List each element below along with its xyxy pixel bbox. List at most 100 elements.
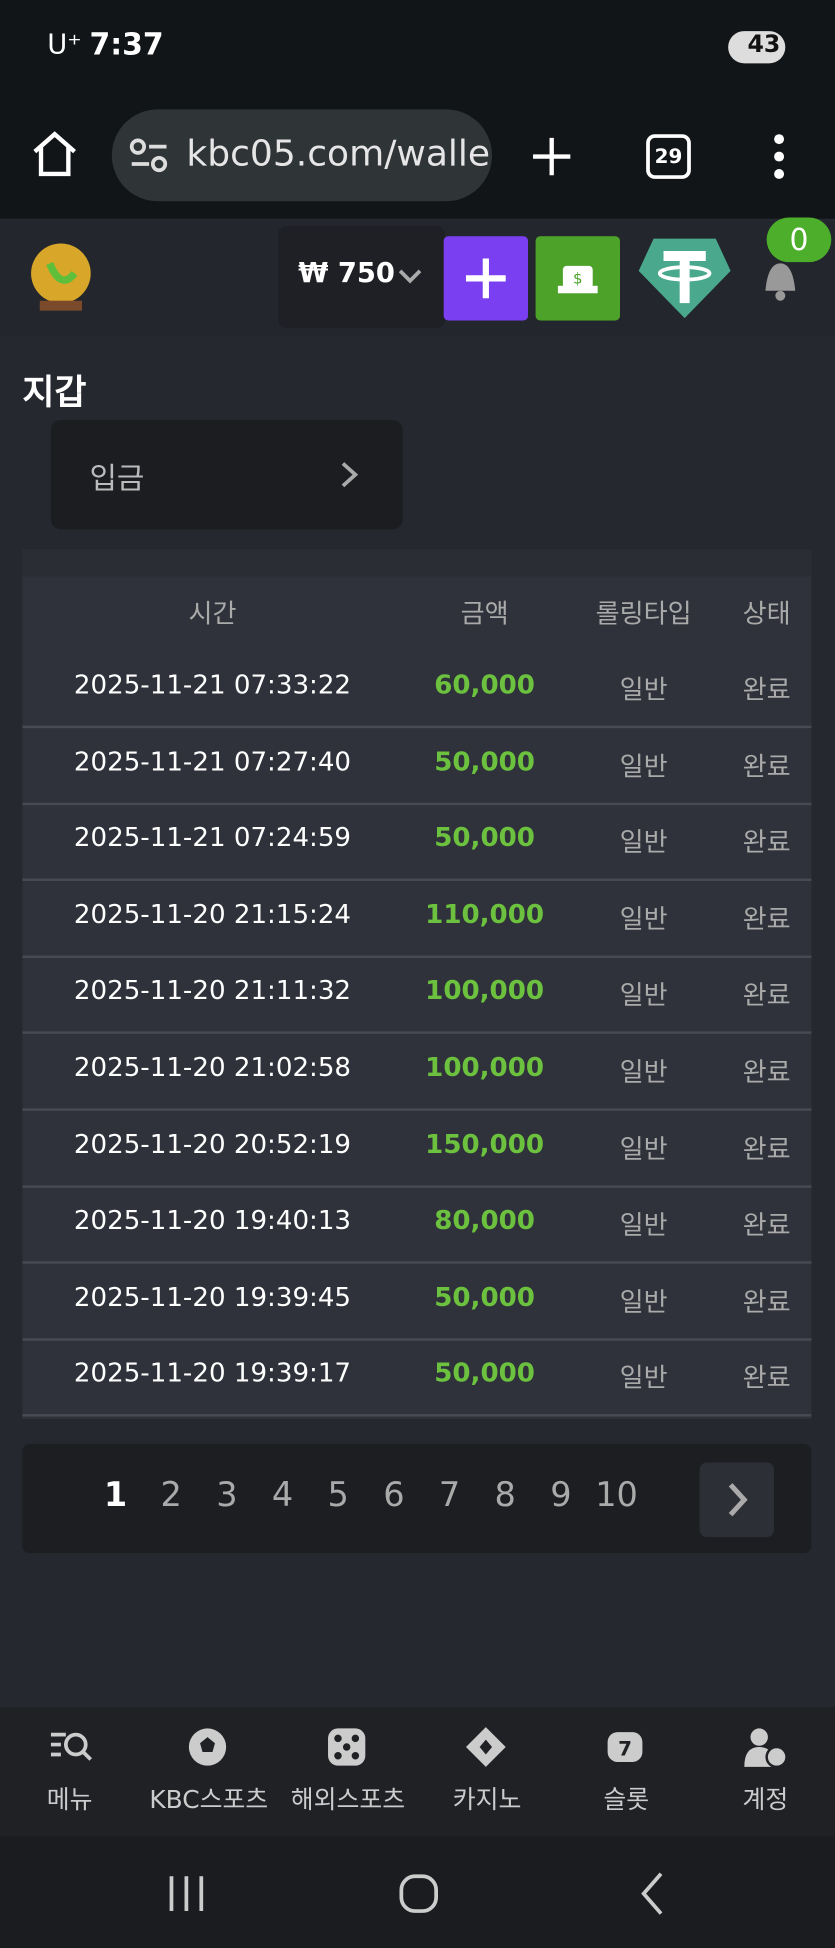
page-number[interactable]: 9 xyxy=(550,1476,572,1515)
nav-label[interactable]: 슬롯 xyxy=(603,1784,650,1815)
time: 2025-11-21 07:24:59 xyxy=(73,822,352,853)
column-header: 시간 xyxy=(188,598,237,629)
cash-button[interactable]: $ xyxy=(535,236,621,321)
row-divider xyxy=(22,1337,812,1341)
row-divider xyxy=(22,1108,812,1111)
nav-icon[interactable] xyxy=(46,1725,93,1772)
row-divider xyxy=(22,1414,812,1418)
tether-button[interactable] xyxy=(636,236,733,320)
amount: 150,000 xyxy=(425,1128,545,1159)
balance[interactable]: ₩ 750 xyxy=(298,258,395,290)
status: 완료 xyxy=(742,751,791,782)
amount: 50,000 xyxy=(434,1282,535,1312)
row-divider xyxy=(22,878,812,882)
time: 2025-11-20 21:11:32 xyxy=(73,975,352,1006)
time: 2025-11-20 19:40:13 xyxy=(73,1205,352,1236)
row-divider xyxy=(22,1184,812,1188)
tab-count[interactable]: 29 xyxy=(646,134,691,179)
time: 2025-11-20 21:02:58 xyxy=(73,1052,352,1083)
amount: 110,000 xyxy=(425,899,545,930)
page-number[interactable]: 5 xyxy=(327,1476,349,1515)
column-header: 롤링타입 xyxy=(595,598,692,629)
column-header: 상태 xyxy=(742,598,791,629)
amount: 80,000 xyxy=(434,1205,535,1236)
home-button[interactable] xyxy=(30,129,80,179)
page-number[interactable]: 2 xyxy=(160,1476,182,1515)
rolling-type: 일반 xyxy=(619,980,668,1011)
bell-icon[interactable] xyxy=(758,253,803,303)
dropdown-arrow[interactable] xyxy=(398,266,423,286)
table-top xyxy=(22,549,812,577)
rolling-type: 일반 xyxy=(619,1287,668,1317)
rolling-type: 일반 xyxy=(619,1057,668,1088)
amount: 50,000 xyxy=(434,822,535,853)
status: 완료 xyxy=(742,1287,791,1317)
nav-label[interactable]: 해외스포츠 xyxy=(290,1784,406,1815)
time: 2025-11-20 19:39:17 xyxy=(73,1358,352,1389)
row-divider xyxy=(22,955,812,958)
amount: 60,000 xyxy=(434,669,535,700)
column-header: 금액 xyxy=(460,598,509,629)
nav-icon[interactable] xyxy=(324,1725,371,1772)
new-tab-button[interactable] xyxy=(529,134,574,179)
time: 2025-11-20 20:52:19 xyxy=(73,1128,352,1159)
page-number[interactable]: 3 xyxy=(216,1476,238,1515)
rolling-type: 일반 xyxy=(619,1133,668,1164)
site-info-icon[interactable] xyxy=(129,137,169,174)
nav-icon[interactable] xyxy=(463,1725,510,1772)
deposit-button[interactable] xyxy=(50,419,403,530)
amount: 100,000 xyxy=(425,1052,545,1083)
balance-box[interactable] xyxy=(278,226,445,329)
time: 2025-11-21 07:33:22 xyxy=(73,669,352,700)
amount: 50,000 xyxy=(434,1358,535,1389)
menu-button[interactable] xyxy=(767,132,792,182)
nav-label[interactable]: 메뉴 xyxy=(46,1784,93,1815)
time: 2025-11-20 19:39:45 xyxy=(73,1282,352,1312)
url-bar[interactable] xyxy=(111,109,493,202)
rolling-type: 일반 xyxy=(619,751,668,782)
nav-label[interactable]: KBC스포츠 xyxy=(149,1784,269,1815)
logo[interactable] xyxy=(27,241,94,316)
status: 완료 xyxy=(742,1210,791,1241)
page-number[interactable]: 4 xyxy=(271,1476,294,1515)
notification-badge[interactable]: 0 xyxy=(766,217,832,263)
page-number[interactable]: 10 xyxy=(595,1476,638,1515)
svg-text:$: $ xyxy=(573,269,582,287)
time: 2025-11-21 07:27:40 xyxy=(73,746,352,777)
bottom-nav xyxy=(0,1707,835,1837)
system-buttons[interactable] xyxy=(162,1866,684,1921)
rolling-type: 일반 xyxy=(619,1363,668,1394)
nav-label[interactable]: 계정 xyxy=(742,1784,789,1815)
page-number[interactable]: 8 xyxy=(494,1476,516,1515)
rolling-type: 일반 xyxy=(619,827,668,858)
row-divider xyxy=(22,1261,812,1264)
page-number[interactable]: 1 xyxy=(103,1476,128,1515)
chevron[interactable] xyxy=(338,460,360,490)
time: 2025-11-20 21:15:24 xyxy=(73,899,352,930)
url-text[interactable]: kbc05.com/walle xyxy=(186,131,490,174)
carrier: U⁺ xyxy=(47,29,82,61)
system-nav xyxy=(0,1836,835,1948)
status: 완료 xyxy=(742,674,791,705)
page-title: 지갑 xyxy=(22,371,87,413)
amount: 50,000 xyxy=(434,746,535,777)
nav-icon[interactable] xyxy=(185,1725,232,1772)
row-divider xyxy=(22,725,812,729)
row-divider xyxy=(22,1031,812,1035)
nav-icon[interactable] xyxy=(742,1725,789,1772)
status: 완료 xyxy=(742,1363,791,1394)
add-button[interactable] xyxy=(443,236,529,321)
row-divider xyxy=(22,802,812,805)
status: 완료 xyxy=(742,827,791,858)
page-number[interactable]: 6 xyxy=(383,1476,405,1515)
page-number[interactable]: 7 xyxy=(438,1476,461,1515)
nav-label[interactable]: 카지노 xyxy=(452,1784,522,1815)
status: 완료 xyxy=(742,980,791,1011)
deposit-label[interactable]: 입금 xyxy=(89,460,145,496)
next-page[interactable] xyxy=(699,1462,775,1538)
amount: 100,000 xyxy=(425,975,545,1006)
clock: 7:37 xyxy=(89,27,164,63)
nav-icon[interactable]: 7 xyxy=(603,1725,650,1772)
